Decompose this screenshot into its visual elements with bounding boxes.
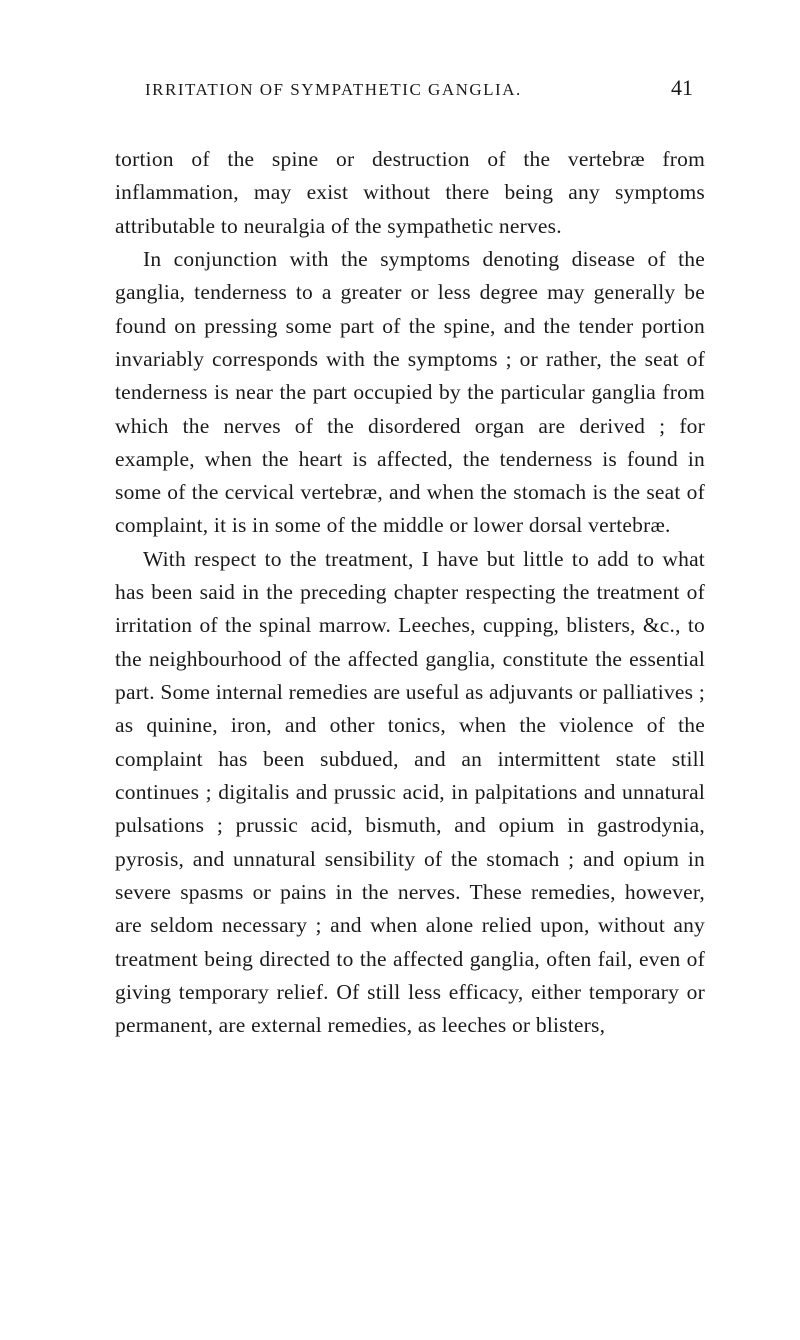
page-number: 41 [671, 75, 693, 101]
page-header: IRRITATION OF SYMPATHETIC GANGLIA. 41 [115, 75, 705, 101]
document-page: IRRITATION OF SYMPATHETIC GANGLIA. 41 to… [0, 0, 800, 1102]
running-title: IRRITATION OF SYMPATHETIC GANGLIA. [145, 80, 522, 100]
paragraph-1: tortion of the spine or destruction of t… [115, 143, 705, 243]
paragraph-3: With respect to the treatment, I have bu… [115, 543, 705, 1043]
paragraph-2: In conjunction with the symptoms denotin… [115, 243, 705, 543]
body-text: tortion of the spine or destruction of t… [115, 143, 705, 1042]
